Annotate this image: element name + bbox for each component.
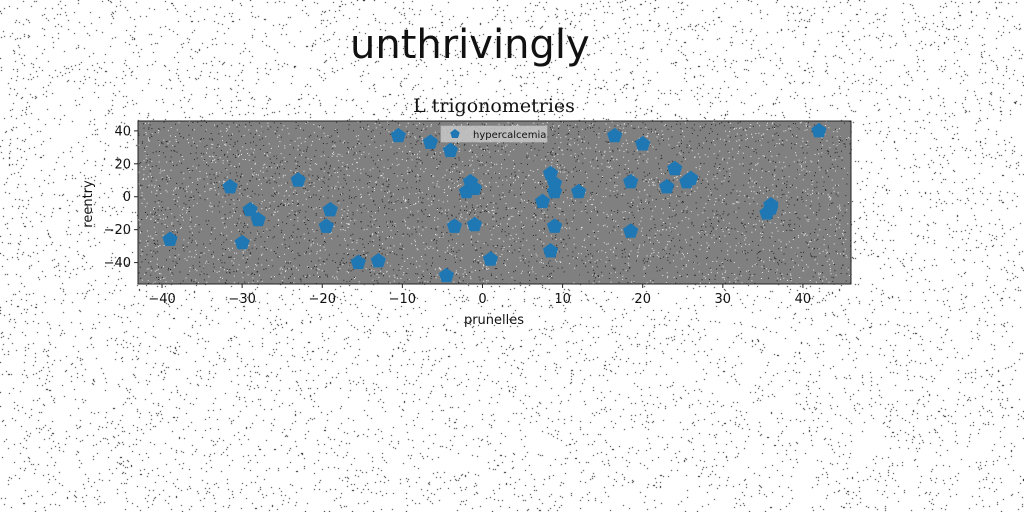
data-point	[222, 178, 238, 194]
y-tick-label: 0	[123, 190, 131, 205]
data-point	[667, 160, 683, 176]
y-axis-ticks: −40 −20 0 20 40	[104, 124, 138, 271]
legend-box	[440, 125, 548, 143]
data-point	[546, 175, 563, 191]
data-point	[318, 218, 334, 233]
data-point	[546, 183, 563, 199]
data-point	[482, 251, 499, 266]
data-point	[290, 172, 306, 187]
data-point	[242, 201, 258, 217]
legend-marker	[450, 129, 460, 139]
data-point	[623, 173, 639, 189]
data-point	[234, 234, 250, 250]
data-point	[534, 193, 551, 209]
data-point	[438, 267, 455, 283]
data-point	[542, 243, 559, 258]
legend-label: hypercalcemia	[473, 130, 546, 141]
data-point	[162, 231, 178, 247]
x-axis-label: prunelles	[464, 313, 524, 328]
y-tick-label: −20	[104, 223, 131, 238]
x-tick-label: −40	[148, 292, 175, 307]
y-tick-label: −40	[104, 256, 131, 271]
data-point	[322, 201, 338, 217]
page-title: unthrivingly	[350, 22, 590, 68]
data-point	[466, 180, 483, 195]
chart-title: L trigonometries	[413, 95, 575, 117]
x-tick-label: −10	[389, 292, 416, 307]
plot-frame	[137, 120, 852, 285]
data-points	[162, 122, 827, 283]
data-point	[446, 218, 463, 233]
data-point	[607, 127, 623, 143]
data-point	[442, 142, 459, 158]
data-point	[635, 136, 651, 151]
legend: hypercalcemia	[440, 125, 548, 143]
data-point	[623, 223, 639, 238]
y-tick-label: 40	[114, 124, 131, 139]
data-point	[683, 170, 699, 186]
y-axis-label: reentry	[81, 180, 96, 228]
y-tick-label: 20	[114, 157, 131, 172]
data-point	[466, 216, 483, 232]
x-tick-label: 20	[634, 292, 651, 307]
data-point	[350, 254, 366, 270]
x-tick-label: 30	[715, 292, 732, 307]
data-point	[571, 183, 587, 199]
x-axis-ticks: −40 −30 −20 −10 0 10 20 30 40	[148, 284, 811, 307]
data-point	[250, 211, 266, 227]
x-tick-label: 0	[478, 292, 486, 307]
x-tick-label: −20	[309, 292, 336, 307]
data-point	[811, 122, 827, 138]
x-tick-label: 40	[795, 292, 812, 307]
x-tick-label: 10	[554, 292, 571, 307]
data-point	[370, 252, 386, 268]
data-point	[763, 196, 779, 212]
data-point	[390, 127, 406, 143]
x-tick-label: −30	[228, 292, 255, 307]
data-point	[422, 134, 439, 149]
data-point	[546, 218, 563, 233]
data-point	[659, 178, 675, 194]
